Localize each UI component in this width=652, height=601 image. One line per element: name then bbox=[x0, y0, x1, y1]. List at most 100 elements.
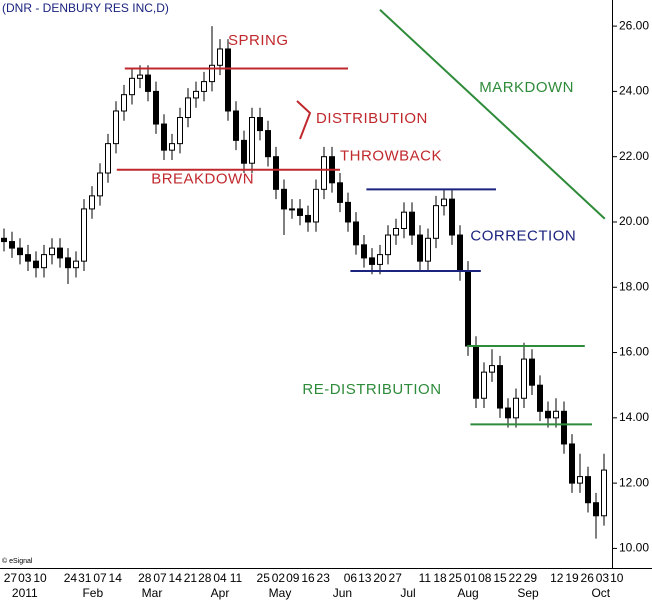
candle-body bbox=[289, 208, 295, 211]
candle-body bbox=[593, 502, 599, 517]
candle-body bbox=[481, 371, 487, 399]
y-tick-label: 12.00 bbox=[619, 475, 649, 489]
candle-body bbox=[409, 211, 415, 236]
candle-body bbox=[89, 195, 95, 210]
candle-body bbox=[113, 110, 119, 145]
candle-body bbox=[441, 198, 447, 207]
x-day-label: 07 bbox=[93, 571, 107, 585]
candle-body bbox=[1, 237, 7, 243]
candle-body bbox=[273, 156, 279, 190]
y-tick-label: 14.00 bbox=[619, 410, 649, 424]
x-day-label: 29 bbox=[524, 571, 538, 585]
y-tick-label: 20.00 bbox=[619, 214, 649, 228]
x-day-label: 11 bbox=[230, 571, 243, 585]
candle-body bbox=[57, 247, 63, 259]
candle-body bbox=[185, 97, 191, 119]
candle-body bbox=[209, 64, 215, 83]
candle-body bbox=[49, 247, 55, 256]
x-day-label: 25 bbox=[449, 571, 463, 585]
annotation: DISTRIBUTION bbox=[316, 110, 428, 127]
credit: © eSignal bbox=[2, 557, 33, 565]
candle-body bbox=[569, 443, 575, 484]
y-tick-label: 10.00 bbox=[619, 541, 649, 555]
x-day-label: 21 bbox=[184, 571, 198, 585]
candle-body bbox=[129, 77, 135, 96]
annotation: THROWBACK bbox=[340, 148, 442, 165]
candle-body bbox=[553, 410, 559, 419]
candle-body bbox=[249, 117, 255, 164]
x-day-label: 25 bbox=[257, 571, 271, 585]
candle-body bbox=[73, 260, 79, 269]
x-day-label: 10 bbox=[610, 571, 624, 585]
candle-body bbox=[529, 358, 535, 386]
x-day-label: 15 bbox=[493, 571, 507, 585]
annotation: MARKDOWN bbox=[479, 79, 574, 96]
candle-body bbox=[233, 110, 239, 141]
x-day-label: 14 bbox=[169, 571, 183, 585]
candle-body bbox=[561, 410, 567, 445]
x-day-label: 01 bbox=[464, 571, 478, 585]
candle-body bbox=[25, 254, 31, 262]
candle-body bbox=[225, 48, 231, 112]
x-day-label: 03 bbox=[596, 571, 610, 585]
annotation: BREAKDOWN bbox=[151, 171, 254, 188]
candle-body bbox=[449, 198, 455, 236]
x-month-label: Feb bbox=[82, 586, 103, 600]
candle-body bbox=[601, 469, 607, 517]
candle-body bbox=[145, 74, 151, 92]
candle-body bbox=[105, 143, 111, 174]
x-day-label: 23 bbox=[317, 571, 331, 585]
candle-body bbox=[537, 384, 543, 412]
x-month-label: 2011 bbox=[12, 586, 38, 600]
candle-body bbox=[337, 182, 343, 203]
candle-body bbox=[473, 345, 479, 399]
candle-body bbox=[521, 358, 527, 399]
candle-body bbox=[9, 241, 15, 249]
x-day-label: 28 bbox=[138, 571, 152, 585]
candle-body bbox=[81, 208, 87, 262]
candle-body bbox=[297, 208, 303, 216]
y-tick-label: 18.00 bbox=[619, 279, 649, 293]
candle-body bbox=[321, 156, 327, 190]
y-tick-label: 26.00 bbox=[619, 18, 649, 32]
x-day-label: 22 bbox=[509, 571, 523, 585]
x-day-label: 19 bbox=[565, 571, 579, 585]
candle-body bbox=[97, 172, 103, 197]
annotation: SPRING bbox=[228, 32, 289, 49]
x-day-label: 09 bbox=[286, 571, 300, 585]
candle-body bbox=[265, 130, 271, 158]
x-day-label: 02 bbox=[272, 571, 286, 585]
candle-body bbox=[545, 410, 551, 419]
x-day-label: 31 bbox=[78, 571, 92, 585]
x-month-label: Sep bbox=[517, 586, 539, 600]
candle-body bbox=[497, 365, 503, 409]
y-tick-label: 24.00 bbox=[619, 84, 649, 98]
candle-body bbox=[369, 257, 375, 265]
candle-body bbox=[33, 260, 39, 269]
candle-body bbox=[489, 365, 495, 373]
candle-body bbox=[177, 117, 183, 145]
candle-body bbox=[513, 397, 519, 419]
candle-body bbox=[313, 188, 319, 223]
candle-body bbox=[41, 254, 47, 269]
candle-body bbox=[161, 123, 167, 151]
x-day-label: 14 bbox=[109, 571, 123, 585]
x-day-label: 08 bbox=[478, 571, 492, 585]
candle-body bbox=[361, 244, 367, 259]
x-day-label: 16 bbox=[301, 571, 315, 585]
candle-body bbox=[153, 90, 159, 125]
x-month-label: May bbox=[269, 586, 292, 600]
candle-body bbox=[345, 201, 351, 223]
candle-body bbox=[241, 139, 247, 164]
x-day-label: 28 bbox=[198, 571, 212, 585]
x-day-label: 03 bbox=[18, 571, 32, 585]
candle-body bbox=[17, 247, 23, 256]
x-month-label: Mar bbox=[142, 586, 163, 600]
candle-body bbox=[417, 234, 423, 262]
x-day-label: 27 bbox=[4, 571, 18, 585]
annotation: RE-DISTRIBUTION bbox=[302, 381, 441, 398]
x-day-label: 06 bbox=[344, 571, 358, 585]
trend-line bbox=[379, 9, 606, 220]
x-day-label: 20 bbox=[373, 571, 387, 585]
